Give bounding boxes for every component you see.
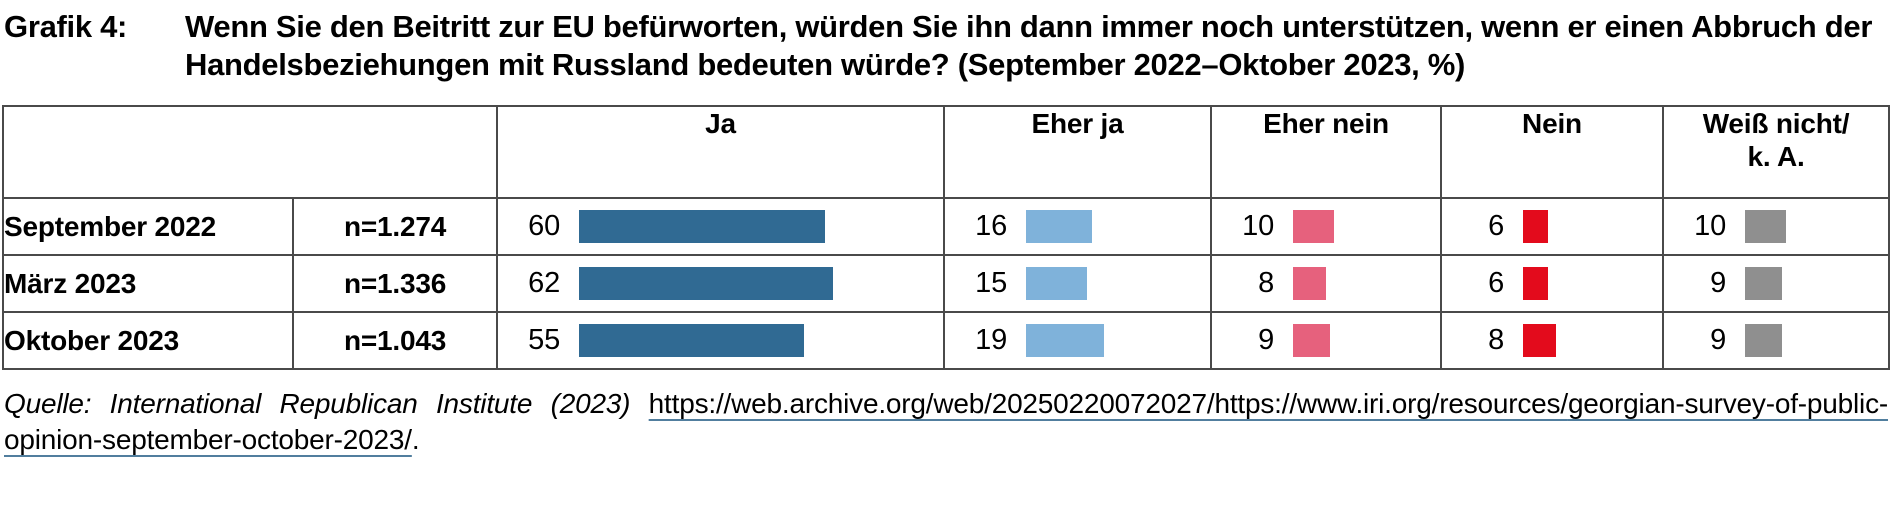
value-cell-wei-nicht-k-a: 9	[1662, 311, 1890, 370]
table-row-september-2022: September 2022 n=1.274 60 16 10 6 10	[2, 197, 1890, 256]
value-bar	[1745, 324, 1782, 357]
source-url-part2: georgian-survey-of-public-opinion-septem…	[4, 388, 1888, 455]
figure-number-label: Grafik 4:	[4, 9, 128, 44]
value-number: 60	[528, 210, 560, 242]
value-cell-eher-ja: 19	[943, 311, 1212, 370]
value-bar	[1293, 324, 1330, 357]
source-note: Quelle: International Republican Institu…	[2, 386, 1888, 458]
value-cell-nein: 6	[1440, 197, 1664, 256]
table-body: September 2022 n=1.274 60 16 10 6 10 März 2023 n…	[2, 197, 1890, 370]
value-cell-nein: 8	[1440, 311, 1664, 370]
value-number: 10	[1242, 210, 1274, 242]
source-url-link[interactable]: https://web.archive.org/web/202502200720…	[4, 388, 1888, 455]
value-cell-eher-nein: 9	[1210, 311, 1442, 370]
value-number: 6	[1488, 210, 1504, 242]
column-header-eher-ja: Eher ja	[943, 105, 1212, 199]
column-header-ja: Ja	[496, 105, 945, 199]
value-bar	[1523, 324, 1556, 357]
table-row-m-rz-2023: März 2023 n=1.336 62 15 8 6 9	[2, 254, 1890, 313]
value-cell-ja: 55	[496, 311, 945, 370]
value-cell-eher-ja: 15	[943, 254, 1212, 313]
value-number: 19	[975, 324, 1007, 356]
value-bar	[1523, 210, 1548, 243]
column-header-wei-nicht-k-a: Weiß nicht/k. A.	[1662, 105, 1890, 199]
sample-size-cell: n=1.274	[292, 197, 498, 256]
value-bar	[1026, 267, 1087, 300]
value-number: 9	[1258, 324, 1274, 356]
source-citation: Quelle: International Republican Institu…	[4, 388, 631, 419]
value-number: 9	[1710, 324, 1726, 356]
figure-title-row: Grafik 4: Wenn Sie den Beitritt zur EU b…	[2, 8, 1888, 84]
row-label-cell: März 2023	[2, 254, 294, 313]
value-number: 10	[1694, 210, 1726, 242]
value-cell-ja: 62	[496, 254, 945, 313]
data-table: Ja Eher ja Eher nein Nein Weiß nicht/k. A. S…	[2, 105, 1890, 370]
value-bar	[579, 267, 833, 300]
value-number: 8	[1488, 324, 1504, 356]
table-row-oktober-2023: Oktober 2023 n=1.043 55 19 9 8 9	[2, 311, 1890, 370]
row-label-cell: September 2022	[2, 197, 294, 256]
value-number: 62	[528, 267, 560, 299]
value-number: 8	[1258, 267, 1274, 299]
source-url-part1: https://web.archive.org/web/202502200720…	[648, 388, 1568, 419]
sample-size-cell: n=1.043	[292, 311, 498, 370]
sample-size-cell: n=1.336	[292, 254, 498, 313]
value-bar	[579, 324, 804, 357]
value-number: 15	[975, 267, 1007, 299]
value-cell-nein: 6	[1440, 254, 1664, 313]
header-row: Ja Eher ja Eher nein Nein Weiß nicht/k. A.	[2, 105, 1890, 199]
value-number: 9	[1710, 267, 1726, 299]
value-cell-wei-nicht-k-a: 10	[1662, 197, 1890, 256]
value-cell-wei-nicht-k-a: 9	[1662, 254, 1890, 313]
value-bar	[1026, 210, 1092, 243]
value-cell-ja: 60	[496, 197, 945, 256]
value-number: 16	[975, 210, 1007, 242]
value-bar	[1523, 267, 1548, 300]
column-header-eher-nein: Eher nein	[1210, 105, 1442, 199]
value-bar	[1293, 267, 1326, 300]
value-bar	[1745, 210, 1786, 243]
value-number: 55	[528, 324, 560, 356]
column-header-nein: Nein	[1440, 105, 1664, 199]
value-bar	[579, 210, 825, 243]
value-cell-eher-ja: 16	[943, 197, 1212, 256]
value-bar	[1293, 210, 1334, 243]
value-cell-eher-nein: 10	[1210, 197, 1442, 256]
source-period: .	[411, 424, 420, 455]
figure-title: Wenn Sie den Beitritt zur EU befürworten…	[185, 9, 1873, 82]
value-cell-eher-nein: 8	[1210, 254, 1442, 313]
corner-empty-cell	[2, 105, 498, 199]
value-number: 6	[1488, 267, 1504, 299]
value-bar	[1745, 267, 1782, 300]
value-bar	[1026, 324, 1104, 357]
row-label-cell: Oktober 2023	[2, 311, 294, 370]
